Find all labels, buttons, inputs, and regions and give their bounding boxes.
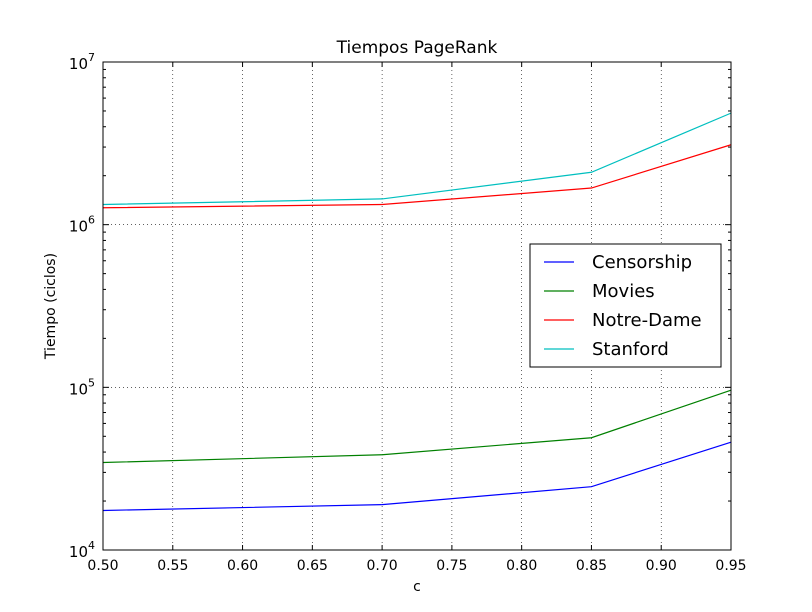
x-tick-label: 0.60: [227, 558, 258, 574]
y-tick-label: 106: [69, 214, 95, 236]
legend-label: Movies: [592, 281, 655, 302]
x-tick-label: 0.65: [297, 558, 328, 574]
x-tick-label: 0.55: [157, 558, 188, 574]
legend-label: Notre-Dame: [592, 310, 702, 331]
y-tick-label: 107: [69, 51, 95, 73]
legend-box: [529, 243, 722, 368]
series-group: [102, 112, 732, 512]
legend-label: Stanford: [592, 339, 669, 360]
plot-frame: [102, 61, 732, 551]
x-axis-label: c: [413, 579, 421, 595]
x-tick-label: 0.95: [715, 558, 746, 574]
x-axis-ticks: 0.50 0.55 0.60 0.65 0.70 0.75 0.80 0.85 0.90 0.95: [87, 62, 747, 574]
x-tick-label: 0.70: [367, 558, 398, 574]
legend: Censorship Movies Notre-Dame Stanford: [529, 243, 722, 368]
x-tick-label: 0.80: [506, 558, 537, 574]
y-axis-ticks: 104 105 106 107: [69, 51, 731, 561]
series-line-notre-dame: [102, 144, 732, 209]
x-tick-label: 0.75: [436, 558, 467, 574]
x-tick-label: 0.90: [646, 558, 677, 574]
series-line-stanford: [102, 112, 732, 206]
x-tick-label: 0.50: [87, 558, 118, 574]
series-line-censorship: [102, 441, 732, 512]
y-axis-label: Tiempo (ciclos): [43, 253, 59, 360]
y-tick-label: 105: [69, 376, 95, 398]
legend-label: Censorship: [592, 252, 692, 273]
x-tick-label: 0.85: [576, 558, 607, 574]
chart-title: Tiempos PageRank: [336, 38, 498, 58]
y-tick-label: 104: [69, 539, 95, 561]
series-line-movies: [102, 389, 732, 464]
